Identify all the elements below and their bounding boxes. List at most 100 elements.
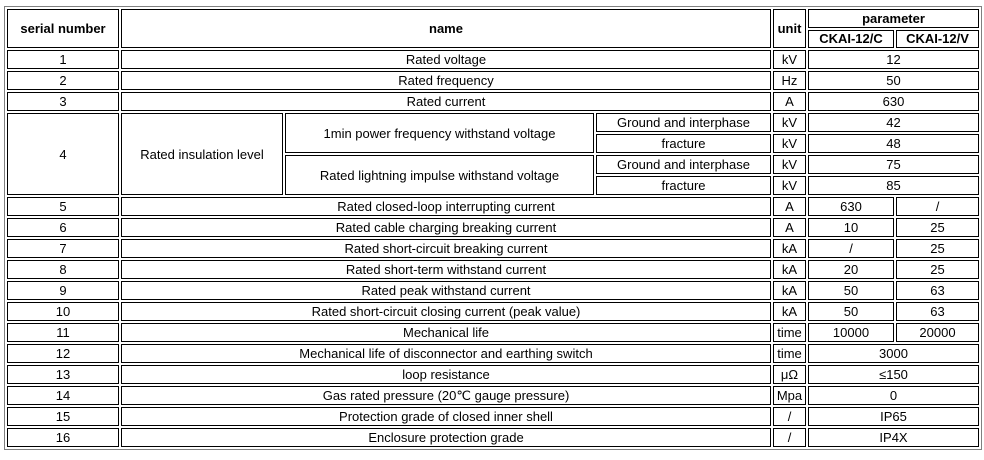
unit-cell: kV [773,134,806,153]
serial-number-cell: 15 [7,407,119,426]
table-row: 15 Protection grade of closed inner shell… [7,407,979,426]
unit-cell: Mpa [773,386,806,405]
table-row: fracture kV 85 [7,176,979,195]
insulation-item-cell: fracture [596,176,771,195]
name-cell: Mechanical life of disconnector and eart… [121,344,771,363]
value-cell: 48 [808,134,979,153]
name-cell: Enclosure protection grade [121,428,771,447]
header-unit: unit [773,9,806,48]
serial-number-cell: 16 [7,428,119,447]
table-row: 6 Rated cable charging breaking current A 1… [7,218,979,237]
name-cell: Rated frequency [121,71,771,90]
serial-number-cell: 10 [7,302,119,321]
value-cell-ckai-12-c: 630 [808,197,894,216]
value-cell-ckai-12-c: 10 [808,218,894,237]
insulation-item-cell: Ground and interphase [596,155,771,174]
table-row: Rated lightning impulse withstand voltag… [7,155,979,195]
header-row: serial number name unit parameter [7,9,979,48]
serial-number-cell: 3 [7,92,119,111]
value-cell-ckai-12-c: 50 [808,302,894,321]
unit-cell: kV [773,113,806,132]
value-cell: 85 [808,176,979,195]
serial-number-cell: 7 [7,239,119,258]
name-cell: Mechanical life [121,323,771,342]
name-cell: Rated short-term withstand current [121,260,771,279]
insulation-item-cell: Ground and interphase [596,113,771,132]
table-body: 1 Rated voltage kV 12 2 Rated frequency Hz 50 3 R… [7,50,979,447]
table-row: 16 Enclosure protection grade / IP4X [7,428,979,447]
table-row: 4 Rated insulation level 1min power freque… [7,113,979,195]
insulation-group-cell: 1min power frequency withstand voltage [285,113,594,153]
table-row: 2 Rated frequency Hz 50 [7,71,979,90]
table-row: 7 Rated short-circuit breaking current kA /… [7,239,979,258]
name-cell: loop resistance [121,365,771,384]
value-cell: IP4X [808,428,979,447]
name-cell: Rated current [121,92,771,111]
header-name: name [121,9,771,48]
name-cell: Rated short-circuit breaking current [121,239,771,258]
unit-cell: A [773,197,806,216]
name-cell: Rated peak withstand current [121,281,771,300]
unit-cell: kV [773,50,806,69]
table-row: 8 Rated short-term withstand current kA 20 2… [7,260,979,279]
table-row: 9 Rated peak withstand current kA 50 63 [7,281,979,300]
value-cell-ckai-12-c: 50 [808,281,894,300]
table-row: 12 Mechanical life of disconnector and ea… [7,344,979,363]
value-cell: 75 [808,155,979,174]
table-row: fracture kV 48 [7,134,979,153]
serial-number-cell: 14 [7,386,119,405]
serial-number-cell: 5 [7,197,119,216]
unit-cell: kA [773,281,806,300]
table-row: 13 loop resistance μΩ ≤150 [7,365,979,384]
unit-cell: kA [773,302,806,321]
table-row: 5 Rated closed-loop interrupting current A… [7,197,979,216]
unit-cell: A [773,92,806,111]
value-cell: 3000 [808,344,979,363]
value-cell-ckai-12-v: 25 [896,239,979,258]
serial-number-cell: 9 [7,281,119,300]
unit-cell: kV [773,155,806,174]
unit-cell: A [773,218,806,237]
serial-number-cell: 6 [7,218,119,237]
table-row: 11 Mechanical life time 10000 20000 [7,323,979,342]
value-cell: IP65 [808,407,979,426]
serial-number-cell: 8 [7,260,119,279]
value-cell-ckai-12-v: 25 [896,218,979,237]
header-parameter: parameter [808,9,979,28]
unit-cell: / [773,407,806,426]
unit-cell: μΩ [773,365,806,384]
value-cell-ckai-12-v: 25 [896,260,979,279]
serial-number-cell: 13 [7,365,119,384]
table-row: 14 Gas rated pressure (20℃ gauge pressure… [7,386,979,405]
insulation-item-cell: fracture [596,134,771,153]
unit-cell: Hz [773,71,806,90]
name-cell: Rated closed-loop interrupting current [121,197,771,216]
serial-number-cell: 4 [7,113,119,195]
header-serial-number: serial number [7,9,119,48]
unit-cell: kA [773,239,806,258]
value-cell-ckai-12-c: / [808,239,894,258]
serial-number-cell: 12 [7,344,119,363]
value-cell: 12 [808,50,979,69]
header-model-v: CKAI-12/V [896,30,979,48]
unit-cell: kV [773,176,806,195]
table-row: 3 Rated current A 630 [7,92,979,111]
name-cell: Rated short-circuit closing current (pea… [121,302,771,321]
value-cell: ≤150 [808,365,979,384]
insulation-name-cell: Rated insulation level [121,113,283,195]
parameter-table: serial number name unit parameter CKAI-1… [4,6,982,450]
header-model-c: CKAI-12/C [808,30,894,48]
unit-cell: / [773,428,806,447]
unit-cell: time [773,323,806,342]
header-row-models: CKAI-12/C CKAI-12/V [7,30,979,48]
unit-cell: kA [773,260,806,279]
value-cell-ckai-12-c: 20 [808,260,894,279]
value-cell-ckai-12-v: 63 [896,302,979,321]
name-cell: Rated voltage [121,50,771,69]
name-cell: Gas rated pressure (20℃ gauge pressure) [121,386,771,405]
value-cell-ckai-12-c: 10000 [808,323,894,342]
value-cell-ckai-12-v: 20000 [896,323,979,342]
serial-number-cell: 2 [7,71,119,90]
serial-number-cell: 1 [7,50,119,69]
value-cell: 50 [808,71,979,90]
